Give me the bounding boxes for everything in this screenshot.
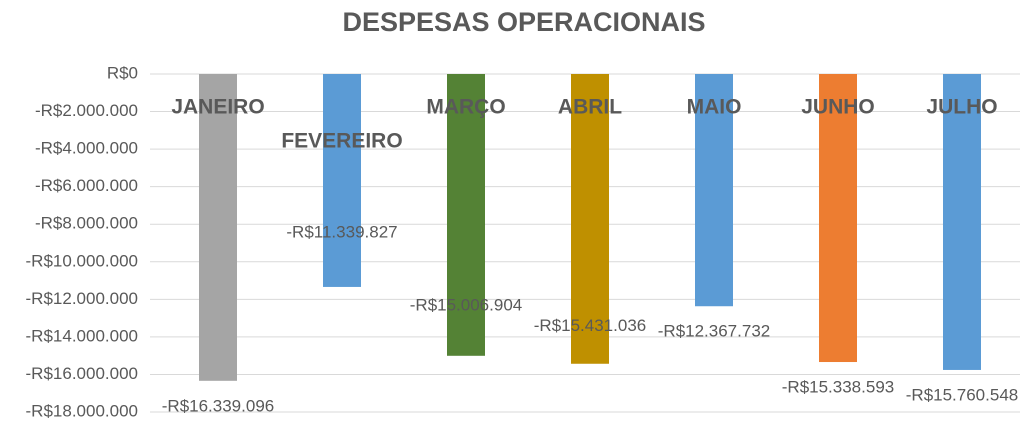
y-tick-label: -R$16.000.000 <box>26 364 138 383</box>
value-label: -R$15.338.593 <box>782 378 894 397</box>
y-tick-label: -R$12.000.000 <box>26 289 138 308</box>
y-tick-label: -R$14.000.000 <box>26 326 138 345</box>
bar <box>819 74 857 363</box>
value-label: -R$16.339.096 <box>162 396 274 415</box>
value-label: -R$12.367.732 <box>658 322 770 341</box>
category-label: ABRIL <box>558 96 622 119</box>
chart-title: DESPESAS OPERACIONAIS <box>342 7 705 37</box>
bar <box>943 74 981 370</box>
y-tick-label: -R$18.000.000 <box>26 401 138 420</box>
bar <box>199 74 237 381</box>
y-tick-label: -R$2.000.000 <box>35 101 138 120</box>
bar <box>571 74 609 364</box>
value-label: -R$15.431.036 <box>534 316 646 335</box>
category-label: FEVEREIRO <box>281 130 402 153</box>
category-label: JANEIRO <box>171 96 264 119</box>
y-tick-label: -R$8.000.000 <box>35 214 138 233</box>
y-tick-label: -R$4.000.000 <box>35 139 138 158</box>
value-label: -R$11.339.827 <box>286 222 397 241</box>
category-label: JULHO <box>926 96 997 119</box>
y-tick-label: R$0 <box>107 63 138 82</box>
bar <box>447 74 485 356</box>
value-label: -R$15.006.904 <box>410 295 522 314</box>
bar <box>323 74 361 287</box>
value-label: -R$15.760.548 <box>906 385 1018 404</box>
bar <box>695 74 733 307</box>
y-tick-label: -R$6.000.000 <box>35 176 138 195</box>
category-label: MAIO <box>687 96 742 119</box>
y-tick-label: -R$10.000.000 <box>26 251 138 270</box>
category-label: MARÇO <box>426 96 505 119</box>
category-label: JUNHO <box>801 96 875 119</box>
